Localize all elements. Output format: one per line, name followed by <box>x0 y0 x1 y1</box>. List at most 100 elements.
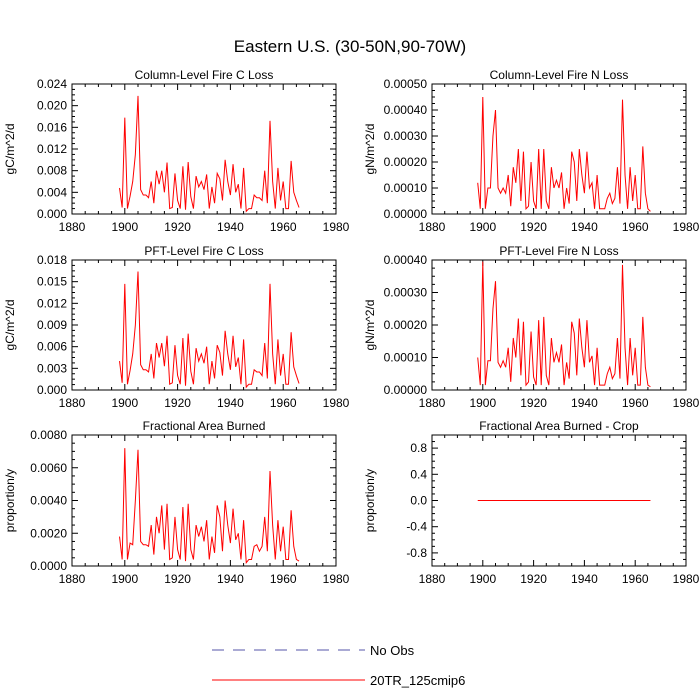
x-tick-label: 1900 <box>469 396 496 410</box>
y-tick-label: 0.0080 <box>30 428 67 442</box>
y-tick-label: 0.00010 <box>384 351 428 365</box>
panel-3: 1880 1900 1920 1940 1960 1980 0.00000 0.00010 0.… <box>363 244 700 410</box>
x-tick-label: 1960 <box>622 220 649 234</box>
x-tick-label: 1900 <box>111 220 138 234</box>
panel-2: 1880 1900 1920 1940 1960 1980 0.000 0.003 0.006 0… <box>3 244 350 410</box>
y-axis-label: gN/m^2/d <box>363 300 377 351</box>
x-tick-label: 1920 <box>520 396 547 410</box>
series-line <box>119 271 300 389</box>
y-tick-label: 0.0 <box>410 494 427 508</box>
panel-title: Column-Level Fire N Loss <box>490 68 629 82</box>
legend: No Obs 20TR_125cmip6 <box>212 643 465 688</box>
y-tick-label: -0.8 <box>406 546 427 560</box>
y-tick-label: 0.0000 <box>30 559 67 573</box>
y-axis-label: proportion/y <box>3 469 17 532</box>
x-tick-label: 1940 <box>571 396 598 410</box>
x-tick-label: 1940 <box>217 396 244 410</box>
y-axis-label: gN/m^2/d <box>363 124 377 175</box>
panel-5: 1880 1900 1920 1940 1960 1980 -0.8 -0.4 0.0 0.4 0.… <box>363 419 700 586</box>
x-tick-label: 1880 <box>59 396 86 410</box>
series-line <box>119 448 300 565</box>
panel-4: 1880 1900 1920 1940 1960 1980 0.0000 0.0020 0.00… <box>3 419 350 586</box>
y-axis-label: gC/m^2/d <box>3 124 17 175</box>
y-axis-label: proportion/y <box>363 469 377 532</box>
y-tick-label: 0.00050 <box>384 77 428 91</box>
x-tick-label: 1980 <box>323 396 350 410</box>
x-tick-label: 1960 <box>270 220 297 234</box>
x-tick-label: 1940 <box>571 572 598 586</box>
x-tick-label: 1880 <box>419 396 446 410</box>
x-tick-label: 1980 <box>673 572 700 586</box>
legend-label-20tr: 20TR_125cmip6 <box>370 673 465 688</box>
panel-title: PFT-Level Fire C Loss <box>144 244 263 258</box>
y-tick-label: 0.012 <box>37 142 67 156</box>
x-tick-label: 1960 <box>622 396 649 410</box>
y-tick-label: 0.8 <box>410 441 427 455</box>
figure-title: Eastern U.S. (30-50N,90-70W) <box>234 37 466 56</box>
x-tick-label: 1900 <box>469 572 496 586</box>
y-axis-label: gC/m^2/d <box>3 300 17 351</box>
x-tick-label: 1960 <box>622 572 649 586</box>
y-tick-label: 0.0020 <box>30 526 67 540</box>
panels-group: 1880 1900 1920 1940 1960 19800.0000.0040.0080… <box>3 68 700 586</box>
y-tick-label: 0.004 <box>37 185 67 199</box>
y-tick-label: 0.009 <box>37 318 67 332</box>
x-tick-label: 1920 <box>520 220 547 234</box>
x-tick-label: 1980 <box>673 396 700 410</box>
panel-frame <box>431 83 687 215</box>
legend-label-no-obs: No Obs <box>370 643 415 658</box>
panel-frame <box>71 259 337 391</box>
x-tick-label: 1900 <box>111 572 138 586</box>
y-tick-label: 0.012 <box>37 296 67 310</box>
y-tick-label: 0.003 <box>37 361 67 375</box>
y-tick-label: 0.008 <box>37 164 67 178</box>
y-tick-label: 0.015 <box>37 275 67 289</box>
panel-frame <box>431 259 687 391</box>
y-tick-label: 0.024 <box>37 77 67 91</box>
y-tick-label: 0.00040 <box>384 103 428 117</box>
y-tick-label: 0.00030 <box>384 286 428 300</box>
y-tick-label: 0.020 <box>37 99 67 113</box>
y-tick-label: 0.000 <box>37 383 67 397</box>
x-tick-label: 1940 <box>217 220 244 234</box>
y-tick-label: 0.00020 <box>384 318 428 332</box>
x-tick-label: 1940 <box>217 572 244 586</box>
x-tick-label: 1920 <box>164 396 191 410</box>
x-tick-label: 1880 <box>419 572 446 586</box>
panel-title: PFT-Level Fire N Loss <box>499 244 618 258</box>
x-tick-label: 1960 <box>270 572 297 586</box>
x-tick-label: 1940 <box>571 220 598 234</box>
y-tick-label: 0.0040 <box>30 494 67 508</box>
x-tick-label: 1980 <box>673 220 700 234</box>
series-line <box>119 95 300 213</box>
series-line <box>477 261 651 388</box>
y-tick-label: 0.0060 <box>30 461 67 475</box>
y-tick-label: 0.00000 <box>384 383 428 397</box>
panel-0: 1880 1900 1920 1940 1960 1980 0.000 0.004 0.008 0… <box>3 68 350 234</box>
y-tick-label: 0.00010 <box>384 181 428 195</box>
panel-title: Column-Level Fire C Loss <box>135 68 274 82</box>
x-tick-label: 1880 <box>59 572 86 586</box>
panel-frame <box>71 434 337 567</box>
panel-title: Fractional Area Burned - Crop <box>479 419 639 433</box>
x-tick-label: 1920 <box>520 572 547 586</box>
series-line <box>477 96 651 212</box>
y-tick-label: 0.000 <box>37 207 67 221</box>
panel-title: Fractional Area Burned <box>143 419 266 433</box>
y-tick-label: -0.4 <box>406 520 427 534</box>
x-tick-label: 1880 <box>419 220 446 234</box>
x-tick-label: 1900 <box>111 396 138 410</box>
x-tick-label: 1880 <box>59 220 86 234</box>
y-tick-label: 0.00030 <box>384 129 428 143</box>
panel-1: 1880 1900 1920 1940 1960 1980 0.00000 0.00010 0.… <box>363 68 700 234</box>
panel-frame <box>71 83 337 215</box>
x-tick-label: 1900 <box>469 220 496 234</box>
x-tick-label: 1980 <box>323 572 350 586</box>
y-tick-label: 0.016 <box>37 120 67 134</box>
x-tick-label: 1920 <box>164 220 191 234</box>
y-tick-label: 0.00040 <box>384 253 428 267</box>
y-tick-label: 0.00000 <box>384 207 428 221</box>
x-tick-label: 1980 <box>323 220 350 234</box>
x-tick-label: 1920 <box>164 572 191 586</box>
